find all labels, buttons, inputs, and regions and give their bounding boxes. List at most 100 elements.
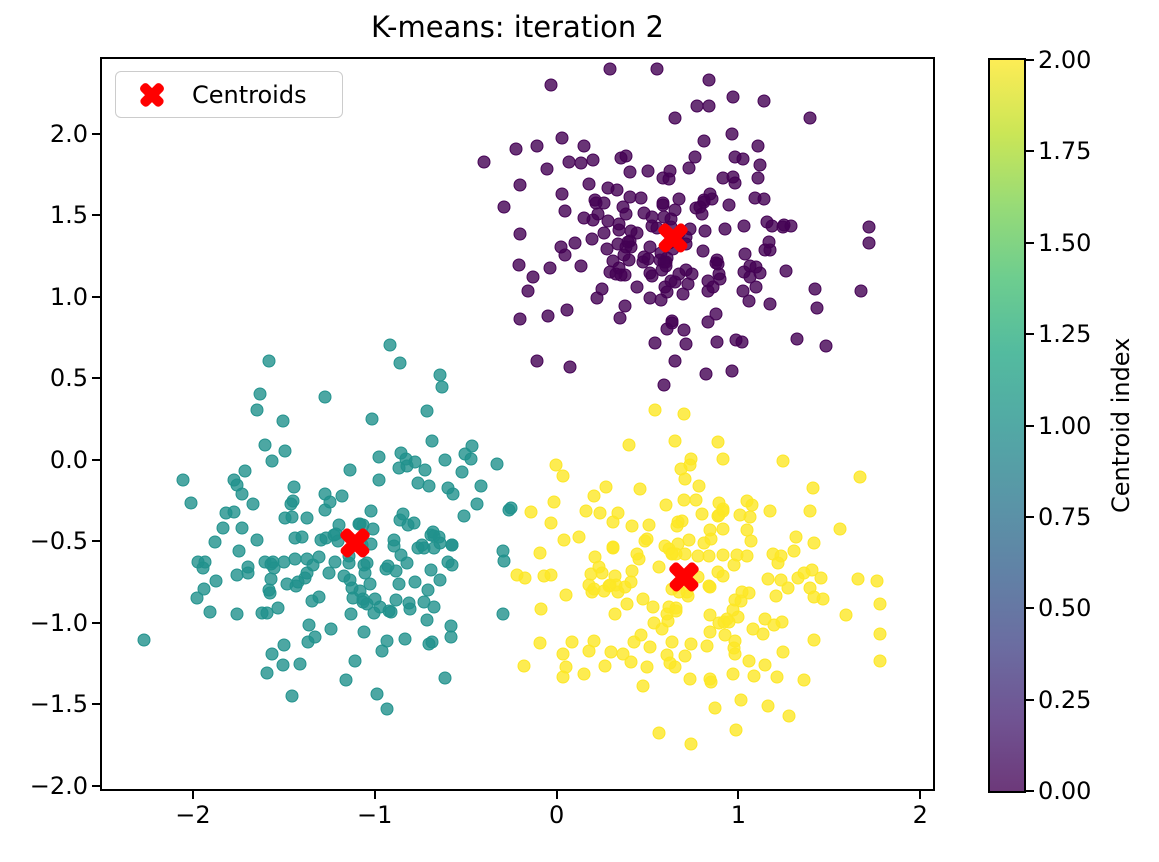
scatter-points-layer: [102, 59, 933, 789]
scatter-point: [262, 354, 276, 368]
scatter-point: [512, 258, 526, 272]
scatter-point: [663, 656, 677, 670]
scatter-point: [742, 654, 756, 668]
scatter-point: [513, 178, 527, 192]
scatter-point: [748, 191, 762, 205]
scatter-point: [749, 280, 763, 294]
scatter-point: [513, 227, 527, 241]
scatter-point: [445, 538, 459, 552]
scatter-point: [558, 204, 572, 218]
scatter-point: [444, 619, 458, 633]
scatter-point: [392, 461, 406, 475]
colorbar-tick-label: 2.00: [1038, 46, 1092, 74]
scatter-point: [853, 470, 867, 484]
scatter-point: [308, 630, 322, 644]
scatter-point: [398, 632, 412, 646]
scatter-point: [645, 269, 659, 283]
scatter-point: [586, 153, 600, 167]
y-tick-label: 0.0: [49, 445, 88, 474]
scatter-point: [854, 284, 867, 298]
scatter-point: [873, 654, 887, 668]
scatter-point: [288, 531, 302, 545]
scatter-point: [609, 267, 623, 281]
scatter-point: [716, 548, 730, 562]
scatter-point: [441, 555, 455, 569]
scatter-point: [808, 282, 822, 296]
scatter-point: [513, 312, 527, 326]
scatter-point: [389, 564, 403, 578]
scatter-point: [665, 547, 679, 561]
scatter-point: [753, 266, 767, 280]
scatter-point: [618, 299, 632, 313]
scatter-point: [530, 139, 544, 153]
scatter-point: [250, 403, 264, 417]
scatter-point: [807, 590, 821, 604]
scatter-point: [839, 608, 853, 622]
scatter-point: [648, 336, 662, 350]
scatter-point: [624, 224, 638, 238]
scatter-point: [372, 473, 386, 487]
colorbar-tick-label: 1.25: [1038, 320, 1092, 349]
scatter-point: [747, 669, 761, 683]
y-tick-mark: [92, 458, 100, 461]
scatter-point: [606, 541, 620, 555]
scatter-point: [465, 439, 479, 453]
y-tick-mark: [92, 784, 100, 787]
scatter-point: [657, 378, 671, 392]
scatter-point: [278, 444, 292, 458]
scatter-point: [716, 522, 730, 536]
scatter-point: [235, 521, 249, 535]
scatter-point: [678, 649, 692, 663]
scatter-point: [342, 556, 356, 570]
scatter-point: [782, 709, 796, 723]
y-tick-label: −1.0: [29, 608, 88, 637]
x-tick-mark: [737, 791, 740, 799]
scatter-point: [711, 435, 725, 449]
scatter-point: [698, 224, 712, 238]
scatter-point: [422, 637, 436, 651]
colorbar-tick-label: 0.75: [1038, 502, 1092, 531]
scatter-point: [656, 198, 670, 212]
x-tick-label: 0: [548, 801, 565, 829]
colorbar-tick-label: 0.00: [1038, 777, 1092, 805]
scatter-point: [300, 511, 314, 525]
scatter-point: [710, 335, 724, 349]
scatter-point: [598, 659, 612, 673]
scatter-point: [579, 504, 593, 518]
scatter-point: [441, 481, 455, 495]
scatter-point: [562, 155, 576, 169]
y-tick-label: −1.5: [29, 690, 88, 719]
scatter-point: [597, 196, 611, 210]
scatter-point: [769, 589, 783, 603]
colorbar-tick-mark: [1026, 515, 1034, 518]
scatter-point: [577, 667, 591, 681]
scatter-point: [617, 248, 631, 262]
scatter-point: [324, 622, 338, 636]
scatter-point: [559, 660, 573, 674]
scatter-point: [530, 354, 544, 368]
scatter-point: [265, 454, 279, 468]
scatter-point: [203, 605, 217, 619]
scatter-point: [420, 613, 434, 627]
scatter-point: [216, 521, 230, 535]
scatter-point: [873, 627, 887, 641]
scatter-point: [803, 504, 817, 518]
scatter-point: [559, 588, 573, 602]
scatter-point: [555, 187, 569, 201]
scatter-point: [574, 259, 588, 273]
scatter-point: [697, 134, 711, 148]
scatter-point: [677, 407, 691, 421]
colorbar-tick-label: 0.50: [1038, 594, 1092, 623]
scatter-point: [642, 518, 656, 532]
scatter-point: [238, 464, 252, 478]
scatter-point: [601, 181, 615, 195]
scatter-point: [740, 549, 754, 563]
scatter-point: [638, 534, 652, 548]
scatter-point: [305, 594, 319, 608]
scatter-point: [474, 479, 488, 493]
scatter-point: [611, 506, 625, 520]
scatter-point: [684, 637, 698, 651]
centroid-x-marker: [338, 526, 372, 560]
scatter-point: [424, 528, 438, 542]
scatter-point: [547, 495, 561, 509]
